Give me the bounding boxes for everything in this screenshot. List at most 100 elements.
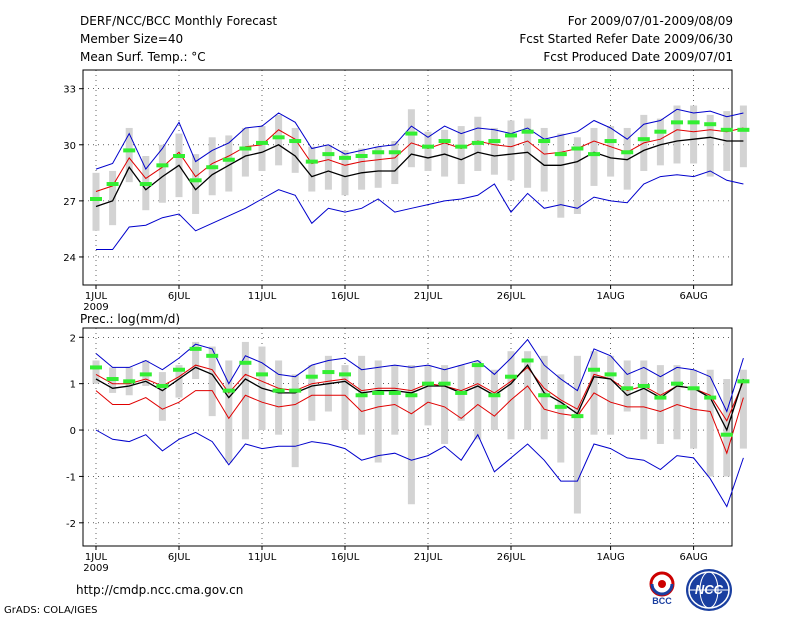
ncc-logo-text: NCC (694, 582, 724, 597)
temp-x-tick-label: 26JUL (497, 291, 526, 302)
temp-spread-bar (623, 127, 631, 190)
precip-spread-bar (706, 369, 714, 477)
precip-spread-bar (490, 369, 498, 431)
temp-spread-bar (192, 154, 200, 214)
precip-y-tick-label: 2 (70, 333, 76, 344)
precip-obs-marker (671, 381, 683, 386)
precip-obs-marker (189, 346, 202, 351)
temp-spread-bar (158, 144, 166, 203)
temp-obs-marker (289, 139, 302, 144)
temp-obs-marker (471, 140, 484, 145)
precip-spread-bar (607, 355, 615, 435)
temp-obs-marker (339, 155, 351, 160)
temp-spread-bar (490, 127, 498, 175)
temp-spread-bar (424, 131, 432, 171)
precip-obs-marker (339, 372, 351, 377)
temp-spread-bar (358, 148, 366, 190)
precip-spread-bar (640, 360, 648, 440)
precip-obs-marker (322, 370, 335, 375)
precip-obs-marker (355, 393, 368, 398)
bcc-emblem-icon (649, 571, 675, 597)
temp-spread-bar (374, 146, 382, 188)
temp-obs-marker (621, 150, 634, 155)
temp-obs-marker (388, 150, 401, 155)
temp-spread-bar (92, 172, 100, 231)
member-size: Member Size=40 (80, 32, 184, 46)
temp-y-tick-label: 24 (63, 253, 76, 264)
temp-spread-bar (557, 133, 565, 218)
precip-series-mean (95, 364, 744, 422)
precip-spread-bar (208, 346, 216, 417)
temp-series-mean (95, 127, 744, 192)
temp-spread-bar (308, 146, 316, 192)
precip-spread-bar (573, 355, 581, 514)
precip-x-tick-label: 1JUL (85, 552, 108, 563)
precip-obs-marker (438, 381, 451, 386)
temp-obs-marker (704, 122, 717, 127)
temp-obs-marker (720, 127, 733, 132)
temp-obs-marker (455, 144, 468, 149)
precip-x-tick-label: 1AUG (596, 552, 624, 563)
temp-spread-bar (673, 105, 681, 164)
precip-obs-marker (505, 374, 517, 379)
temp-spread-bar (324, 144, 332, 190)
precip-obs-marker (538, 393, 551, 398)
forecast-period: For 2009/07/01-2009/08/09 (567, 14, 733, 28)
precip-y-tick-label: -1 (66, 472, 76, 483)
precip-obs-marker (305, 374, 318, 379)
temp-x-tick-label: 6AUG (679, 291, 707, 302)
precip-obs-marker (637, 383, 650, 388)
temp-y-tick-label: 33 (63, 85, 76, 96)
temp-obs-marker (422, 144, 434, 149)
temp-obs-marker (488, 139, 501, 144)
temp-obs-marker (123, 148, 136, 153)
temp-obs-marker (189, 178, 202, 183)
precip-spread-bar (524, 351, 532, 431)
temp-spread-bar (225, 135, 233, 192)
precip-obs-marker (123, 379, 136, 384)
precip-obs-marker (206, 353, 219, 358)
precip-obs-marker (737, 379, 750, 384)
precip-obs-marker (554, 404, 567, 409)
precip-spread-bar (275, 360, 283, 435)
precip-spread-bar (92, 360, 100, 384)
precip-plot-frame (82, 327, 733, 547)
bcc-logo-text: BCC (652, 596, 672, 606)
temp-spread-bar (540, 127, 548, 192)
precip-series-max (95, 338, 744, 413)
precip-spread-bar (407, 365, 415, 505)
grads-credit: GrADS: COLA/IGES (4, 605, 98, 616)
precip-obs-marker (289, 388, 302, 393)
temp-spread-bar (241, 127, 249, 177)
source-url[interactable]: http://cmdp.ncc.cma.gov.cn (76, 583, 244, 597)
temp-y-tick-label: 30 (63, 141, 76, 152)
precip-spread-bar (391, 365, 399, 435)
temp-obs-marker (272, 135, 285, 140)
temp-obs-marker (554, 152, 567, 157)
temp-obs-marker (637, 137, 650, 142)
temp-spread-bar (706, 114, 714, 177)
temp-obs-marker (671, 120, 683, 125)
temp-obs-marker (571, 146, 584, 151)
temp-series-median (95, 136, 744, 208)
forecast-produced-date: Fcst Produced Date 2009/07/01 (543, 50, 733, 64)
temp-series-max (95, 108, 744, 171)
precip-spread-bar (225, 360, 233, 463)
temp-obs-marker (256, 140, 268, 145)
precip-y-tick-label: 1 (70, 380, 76, 391)
precip-x-tick-label: 21JUL (414, 552, 443, 563)
precip-year-label: 2009 (83, 563, 108, 574)
precip-spread-bar (474, 360, 482, 440)
temp-spread-bar (590, 127, 598, 186)
temp-spread-bar (457, 126, 465, 185)
temp-spread-bar (524, 118, 532, 188)
precip-spread-bar (557, 374, 565, 463)
precip-obs-marker (422, 381, 434, 386)
precip-x-tick-label: 16JUL (331, 552, 360, 563)
precip-obs-marker (588, 367, 600, 372)
ncc-logo: NCC (686, 569, 732, 611)
precip-obs-marker (106, 377, 119, 382)
temp-x-tick-label: 21JUL (414, 291, 443, 302)
precip-y-tick-label: -2 (66, 519, 76, 530)
